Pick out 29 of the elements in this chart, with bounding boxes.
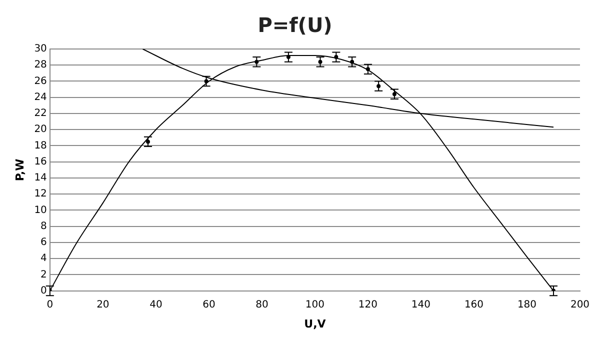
x-tick-label: 200	[570, 299, 590, 310]
x-tick-label: 180	[517, 299, 537, 310]
x-tick-label: 160	[464, 299, 484, 310]
x-tick-label: 40	[150, 299, 162, 310]
y-tick-label: 12	[34, 188, 47, 200]
y-tick-label: 0	[40, 285, 47, 296]
y-tick-label: 6	[40, 237, 47, 248]
y-tick-label: 16	[34, 156, 47, 168]
x-tick-label: 140	[411, 299, 431, 310]
y-tick-label: 20	[34, 124, 47, 136]
y-tick-label: 26	[34, 76, 47, 87]
x-tick-label: 60	[202, 299, 216, 310]
x-tick-label: 120	[358, 299, 378, 310]
y-tick-label: 28	[34, 60, 47, 71]
y-tick-label: 2	[40, 269, 47, 280]
chart-title: P=f(U)	[258, 13, 332, 38]
x-tick-label: 20	[96, 299, 110, 310]
y-tick-label: 10	[34, 204, 47, 216]
y-tick-label: 18	[34, 140, 47, 152]
x-tick-label: 80	[256, 299, 268, 310]
y-tick-label: 22	[34, 108, 47, 120]
x-tick-label: 100	[305, 299, 325, 310]
y-tick-label: 8	[40, 220, 47, 232]
y-tick-label: 24	[34, 92, 47, 103]
x-axis-title: U,V	[304, 317, 326, 330]
y-tick-label: 4	[40, 253, 47, 264]
y-tick-label: 14	[34, 172, 47, 184]
y-tick-label: 30	[34, 44, 47, 55]
y-axis-title: P,W	[13, 158, 26, 182]
